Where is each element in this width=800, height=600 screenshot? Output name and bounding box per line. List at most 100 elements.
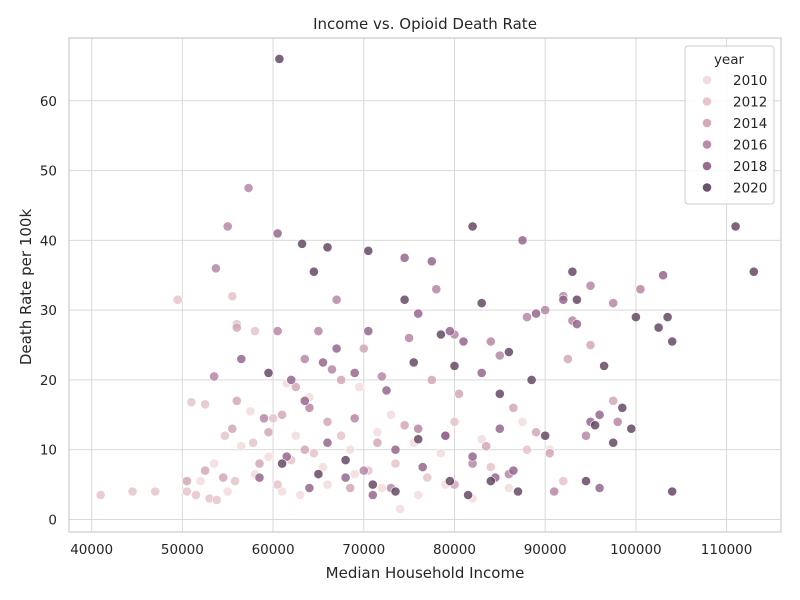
x-tick-label: 70000: [342, 542, 385, 558]
data-point: [181, 486, 192, 497]
legend-label: 2014: [733, 116, 767, 132]
data-point: [485, 336, 496, 347]
data-point: [345, 483, 356, 493]
data-point: [390, 458, 401, 469]
x-tick-label: 90000: [524, 542, 567, 558]
data-point: [299, 395, 310, 406]
data-point: [200, 399, 210, 410]
data-point: [599, 360, 609, 371]
data-point: [313, 469, 324, 479]
data-point: [210, 263, 221, 274]
data-point: [435, 329, 446, 340]
x-tick-label: 110000: [701, 542, 753, 558]
data-point: [313, 326, 324, 336]
data-point: [485, 476, 496, 486]
data-point: [572, 294, 582, 305]
y-tick-label: 10: [40, 443, 57, 459]
data-point: [299, 444, 310, 455]
data-point: [236, 354, 247, 364]
data-point: [390, 444, 401, 455]
data-point: [218, 472, 229, 483]
data-point: [372, 437, 383, 448]
data-point: [503, 347, 514, 357]
data-point: [222, 486, 233, 497]
data-point: [590, 420, 600, 431]
data-point: [127, 486, 138, 497]
data-point: [186, 397, 197, 408]
data-point: [209, 371, 219, 382]
data-point: [444, 476, 455, 486]
y-tick-label: 50: [40, 164, 57, 180]
data-point: [494, 388, 505, 399]
data-point: [540, 430, 551, 441]
data-point: [281, 451, 292, 462]
data-point: [458, 336, 469, 347]
legend-title: year: [714, 52, 745, 68]
data-point: [322, 437, 333, 448]
x-axis-title: Median Household Income: [326, 564, 525, 582]
data-point: [476, 434, 487, 445]
data-point: [449, 360, 460, 371]
data-point: [748, 266, 759, 277]
legend-item: 2016: [702, 138, 767, 154]
data-point: [485, 462, 496, 472]
data-point: [150, 486, 161, 497]
x-tick-labels: 40000 50000 60000 70000 80000 90000 100000 1100…: [70, 542, 752, 558]
legend-label: 2016: [733, 138, 767, 154]
data-point: [363, 326, 374, 336]
y-tick-label: 30: [40, 303, 57, 319]
data-point: [454, 388, 464, 399]
data-point: [304, 402, 315, 413]
data-point: [367, 490, 378, 500]
data-point: [395, 504, 405, 514]
series-2012: [95, 291, 569, 505]
grid-lines: [69, 38, 781, 532]
data-point: [526, 374, 537, 385]
data-point: [249, 326, 260, 336]
legend-marker: [702, 96, 712, 107]
data-point: [522, 312, 532, 322]
data-point: [200, 465, 210, 476]
data-point: [476, 298, 487, 308]
data-point: [413, 434, 424, 445]
y-tick-label: 60: [40, 94, 57, 110]
data-point: [367, 479, 378, 490]
data-point: [308, 448, 319, 459]
data-point: [272, 228, 283, 239]
data-point: [581, 430, 591, 441]
legend-marker: [702, 139, 712, 150]
data-point: [297, 238, 307, 249]
x-tick-label: 60000: [252, 542, 295, 558]
data-point: [209, 458, 219, 469]
data-point: [594, 409, 605, 420]
data-point: [227, 423, 238, 434]
data-point: [422, 472, 433, 483]
data-point: [290, 381, 301, 392]
data-point: [274, 54, 285, 64]
data-point: [531, 308, 541, 319]
data-point: [336, 430, 346, 441]
data-point: [544, 448, 555, 459]
data-point: [399, 294, 410, 305]
data-point: [295, 490, 306, 500]
data-point: [181, 476, 192, 486]
data-point: [363, 245, 374, 256]
data-points: [95, 54, 759, 514]
data-point: [608, 395, 619, 406]
data-point: [290, 430, 301, 441]
data-point: [268, 413, 278, 424]
y-tick-label: 0: [48, 512, 57, 528]
data-point: [563, 354, 573, 364]
data-point: [211, 494, 222, 505]
data-point: [381, 385, 392, 396]
data-point: [236, 441, 247, 452]
legend-label: 2012: [733, 95, 767, 111]
data-point: [243, 183, 254, 193]
data-point: [195, 476, 206, 486]
y-axis-title: Death Rate per 100k: [17, 209, 35, 366]
data-point: [413, 423, 424, 434]
data-point: [426, 374, 437, 385]
plot-frame: [68, 37, 782, 533]
data-point: [390, 486, 401, 497]
data-point: [404, 333, 414, 343]
